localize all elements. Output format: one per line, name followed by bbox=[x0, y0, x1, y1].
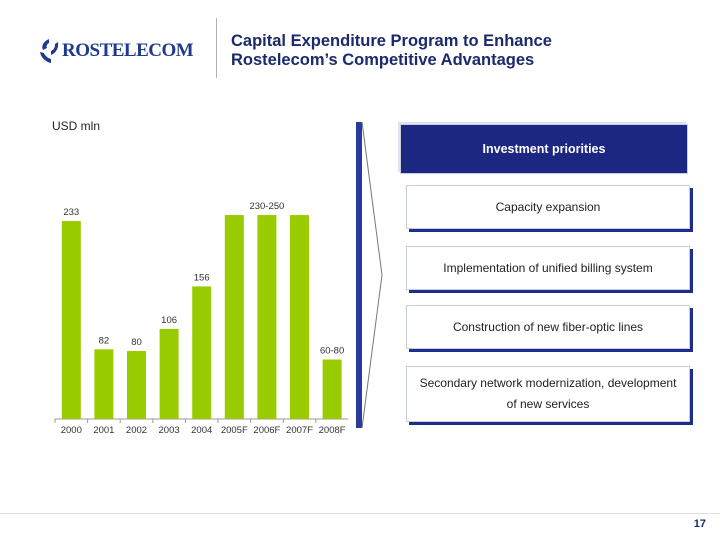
footer-rule bbox=[0, 513, 720, 514]
header-divider bbox=[216, 18, 217, 78]
x-tick-label-2002: 2002 bbox=[126, 425, 147, 436]
rostelecom-logo-icon bbox=[40, 39, 59, 63]
x-tick-label-2001: 2001 bbox=[93, 425, 114, 436]
priority-capacity-expansion: Capacity expansion bbox=[406, 185, 690, 229]
bar-2007F bbox=[290, 215, 309, 419]
investment-priorities-header: Investment priorities bbox=[400, 124, 688, 174]
x-tick-label-2004: 2004 bbox=[191, 425, 212, 436]
bar-2003 bbox=[159, 328, 179, 419]
bar-2001 bbox=[94, 349, 114, 419]
bar-2002 bbox=[127, 351, 146, 419]
page-title-line-1: Capital Expenditure Program to Enhance bbox=[231, 32, 552, 50]
x-tick-label-2000: 2000 bbox=[61, 425, 82, 436]
bar-2000 bbox=[61, 221, 81, 419]
x-tick-label-2007F: 2007F bbox=[286, 425, 313, 436]
page-title: Capital Expenditure Program to Enhance R… bbox=[231, 32, 701, 70]
data-label-2001: 82 bbox=[99, 335, 110, 346]
bar-2006F bbox=[257, 215, 277, 419]
x-tick-label-2006F: 2006F bbox=[253, 425, 280, 436]
bar-2004 bbox=[192, 286, 212, 419]
data-label-2008F: 60-80 bbox=[320, 346, 344, 357]
chart-unit-label: USD mln bbox=[52, 119, 101, 133]
data-label-2003: 106 bbox=[161, 315, 177, 326]
page-title-line-2: Rostelecom’s Competitive Advantages bbox=[231, 51, 535, 69]
x-tick-label-2008F: 2008F bbox=[319, 425, 346, 436]
x-tick-label-2003: 2003 bbox=[159, 425, 180, 436]
bracket-arrow bbox=[356, 121, 383, 429]
company-logo: ROSTELECOM bbox=[38, 38, 194, 64]
priority-network-modernization: Secondary network modernization, develop… bbox=[406, 366, 690, 422]
logo-text: ROSTELECOM bbox=[62, 40, 194, 61]
data-label-2002: 80 bbox=[131, 337, 142, 348]
data-label-2000: 233 bbox=[63, 207, 79, 218]
priority-fiber-optic-lines: Construction of new fiber-optic lines bbox=[406, 305, 690, 349]
page-number: 17 bbox=[693, 518, 706, 530]
data-label-2004: 156 bbox=[194, 272, 210, 283]
bar-2008F bbox=[322, 359, 342, 419]
x-tick-label-2005F: 2005F bbox=[221, 425, 248, 436]
priority-unified-billing: Implementation of unified billing system bbox=[406, 246, 690, 290]
bar-2005F bbox=[224, 215, 244, 419]
data-label-2005F: 230-250 bbox=[249, 201, 284, 212]
